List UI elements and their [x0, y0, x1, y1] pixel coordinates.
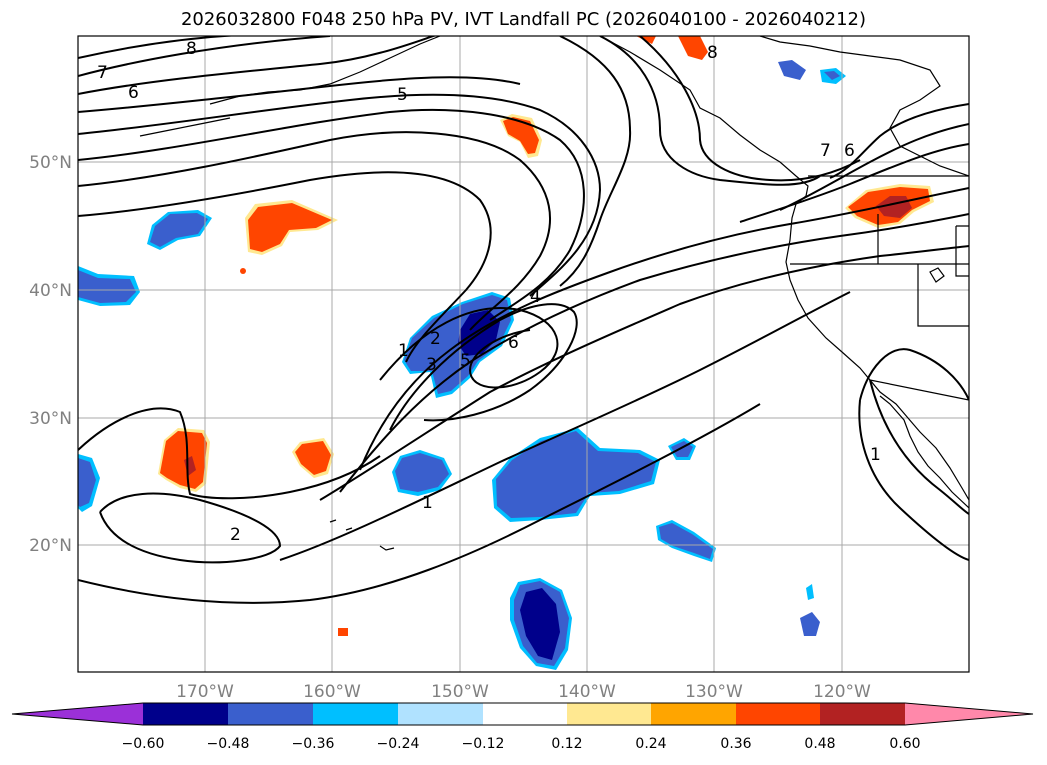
- colorbar-segment: [398, 703, 483, 725]
- colorbar-segment: [228, 703, 313, 725]
- lat-label: 50°N: [29, 153, 72, 173]
- contour-label: 7: [820, 141, 831, 161]
- contour-label: 2: [430, 329, 441, 349]
- contour-label: 5: [460, 351, 471, 371]
- lon-label: 150°W: [431, 682, 489, 702]
- contour-label: 2: [230, 525, 241, 545]
- colorbar-tick-label: −0.24: [377, 736, 420, 752]
- lat-label: 30°N: [29, 409, 72, 429]
- colorbar-tick-label: 0.24: [635, 736, 666, 752]
- colorbar-tick-label: −0.48: [207, 736, 250, 752]
- contour-label: 6: [508, 333, 519, 353]
- lon-label: 160°W: [303, 682, 361, 702]
- coastlines: [139, 36, 969, 551]
- lon-label: 170°W: [176, 682, 234, 702]
- colorbar-segment: [143, 703, 228, 725]
- colorbar-tick-label: 0.12: [551, 736, 582, 752]
- contour-label: 7: [97, 63, 108, 83]
- lat-label: 40°N: [29, 281, 72, 301]
- colorbar: −0.60 −0.48 −0.36 −0.24 −0.12 0.12 0.24 …: [11, 702, 1034, 752]
- contour-label: 4: [530, 287, 541, 307]
- colorbar-tick-label: −0.60: [122, 736, 165, 752]
- lon-label: 120°W: [813, 682, 871, 702]
- colorbar-tick-label: 0.60: [889, 736, 920, 752]
- lon-label: 140°W: [558, 682, 616, 702]
- contour-label: 3: [426, 355, 437, 375]
- contour-label: 8: [186, 39, 197, 59]
- contour-label: 1: [870, 445, 881, 465]
- colorbar-segment: [567, 703, 651, 725]
- colorbar-outline: [11, 702, 1034, 726]
- colorbar-ticks: −0.60 −0.48 −0.36 −0.24 −0.12 0.12 0.24 …: [122, 736, 921, 752]
- lat-label: 20°N: [29, 536, 72, 556]
- colorbar-segment: [651, 703, 736, 725]
- colorbar-tick-label: 0.36: [720, 736, 751, 752]
- colorbar-tick-label: −0.36: [292, 736, 335, 752]
- contour-labels: 8 7 6 5 6 7 8 4 6 5 3 2 1 1 2 1: [97, 39, 881, 545]
- colorbar-segment: [736, 703, 820, 725]
- contour-label: 5: [397, 85, 408, 105]
- contour-label: 8: [707, 43, 718, 63]
- colorbar-extend-low: [12, 703, 143, 725]
- colorbar-extend-high: [905, 703, 1033, 725]
- lon-label: 130°W: [685, 682, 743, 702]
- map-title: 2026032800 F048 250 hPa PV, IVT Landfall…: [180, 9, 867, 30]
- contour-label: 6: [128, 83, 139, 103]
- colorbar-segment: [483, 703, 567, 725]
- contour-label: 1: [422, 493, 433, 513]
- lon-labels: 170°W 160°W 150°W 140°W 130°W 120°W: [176, 682, 871, 702]
- contour-label: 6: [844, 141, 855, 161]
- colorbar-segment: [313, 703, 398, 725]
- contour-label: 1: [398, 341, 409, 361]
- colorbar-tick-label: 0.48: [804, 736, 835, 752]
- lat-labels: 50°N 40°N 30°N 20°N: [29, 153, 72, 556]
- map-frame: [77, 35, 970, 673]
- colorbar-tick-label: −0.12: [462, 736, 505, 752]
- colorbar-segment: [820, 703, 905, 725]
- pv-contours: [78, 36, 969, 604]
